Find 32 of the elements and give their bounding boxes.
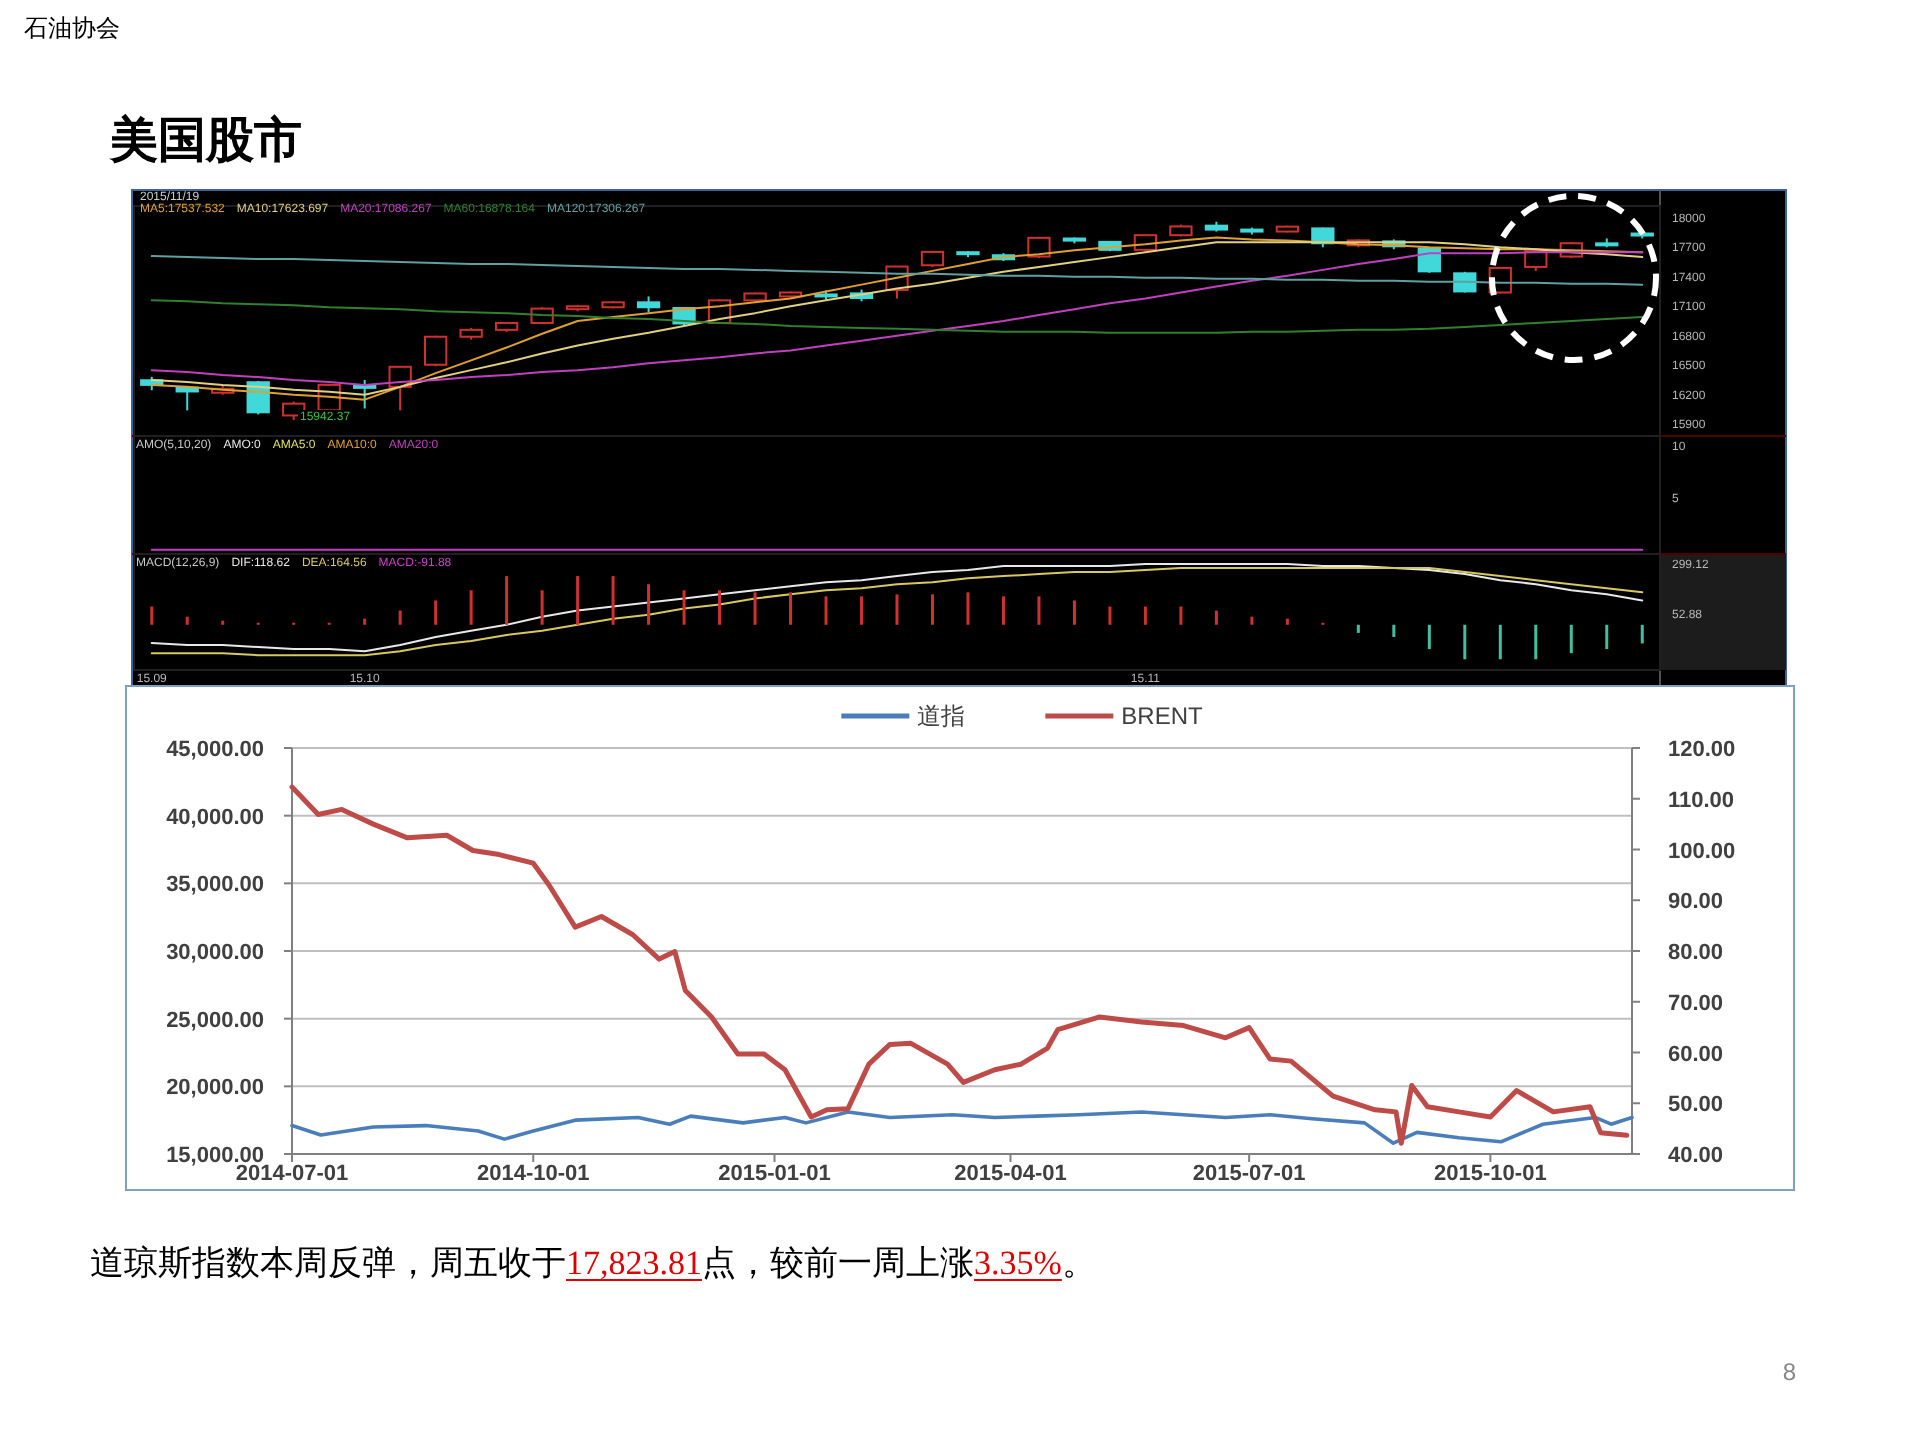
text: 石油协会 <box>24 14 120 42</box>
x-tick-label: 2015-04-01 <box>954 1162 1067 1186</box>
text: 点，较前一周上涨 <box>702 1244 974 1282</box>
x-tick-label: 2015-01-01 <box>718 1162 831 1186</box>
y2-tick-label: 110.00 <box>1668 788 1735 813</box>
text: 8 <box>1782 1358 1797 1386</box>
text: 17,823.81 <box>566 1244 702 1282</box>
legend-label: BRENT <box>1121 702 1205 730</box>
y2-tick-label: 60.00 <box>1668 1042 1724 1067</box>
y-tick-label: 25,000.00 <box>166 1008 264 1033</box>
text: 道琼斯指数本周反弹，周五收于 <box>90 1244 566 1282</box>
legend-label: 道指 <box>917 702 966 730</box>
y2-tick-label: 80.00 <box>1668 941 1724 965</box>
x-tick-label: 2014-07-01 <box>235 1162 349 1186</box>
x-tick-label: 2015-10-01 <box>1434 1162 1547 1186</box>
x-tick-label: 2015-07-01 <box>1192 1162 1306 1186</box>
y-tick-label: 40,000.00 <box>166 805 264 830</box>
text: 。 <box>1061 1244 1096 1282</box>
x-tick-label: 2014-10-01 <box>476 1162 590 1186</box>
y2-tick-label: 90.00 <box>1668 890 1724 915</box>
y-tick-label: 30,000.00 <box>166 941 264 965</box>
y-tick-label: 35,000.00 <box>166 873 264 898</box>
y-tick-label: 20,000.00 <box>166 1076 264 1101</box>
y-tick-label: 45,000.00 <box>166 738 264 762</box>
text: 3.35% <box>974 1244 1062 1282</box>
y-tick-label: 15,000.00 <box>166 1144 264 1168</box>
y2-tick-label: 120.00 <box>1668 738 1736 762</box>
chart-title: 美国股市 <box>108 112 302 168</box>
y2-tick-label: 70.00 <box>1668 991 1724 1016</box>
y2-tick-label: 50.00 <box>1668 1093 1724 1118</box>
y2-tick-label: 100.00 <box>1668 839 1736 864</box>
y2-tick-label: 40.00 <box>1668 1144 1724 1168</box>
